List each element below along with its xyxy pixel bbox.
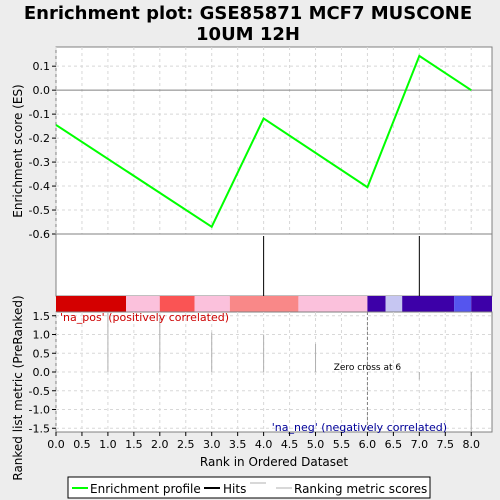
ranking-color-bar bbox=[56, 296, 492, 312]
rank-x-axis-label: Rank in Ordered Dataset bbox=[200, 455, 348, 469]
rank-x-tick-label: 0.0 bbox=[47, 438, 65, 451]
es-y-tick-label: -0.2 bbox=[29, 132, 50, 145]
es-y-axis-label: Enrichment score (ES) bbox=[11, 84, 25, 217]
color-bar-segment bbox=[471, 296, 492, 312]
metric-y-tick-label: 1.0 bbox=[33, 329, 51, 342]
rank-x-tick-label: 8.0 bbox=[462, 438, 480, 451]
metric-y-tick-label: 0.0 bbox=[33, 366, 51, 379]
es-y-tick-label: -0.4 bbox=[29, 180, 50, 193]
color-bar-segment bbox=[367, 296, 386, 312]
rank-x-tick-label: 1.0 bbox=[99, 438, 117, 451]
zero-cross-label: Zero cross at 6 bbox=[334, 363, 402, 373]
rank-x-tick-label: 4.0 bbox=[255, 438, 273, 451]
es-y-tick-label: 0.0 bbox=[33, 84, 51, 97]
enrichment-profile-line bbox=[55, 54, 472, 229]
color-bar-segment bbox=[385, 296, 403, 312]
rank-x-tick-label: 3.5 bbox=[229, 438, 247, 451]
rank-x-tick-label: 1.5 bbox=[125, 438, 143, 451]
metric-y-tick-label: -1.0 bbox=[29, 404, 50, 417]
rank-x-tick-label: 7.0 bbox=[411, 438, 429, 451]
rank-x-tick-label: 2.5 bbox=[177, 438, 195, 451]
color-bar-segment bbox=[56, 296, 127, 312]
title-line-1: Enrichment plot: GSE85871 MCF7 MUSCONE bbox=[24, 3, 472, 24]
color-bar-segment bbox=[298, 296, 368, 312]
metric-y-tick-label: -0.5 bbox=[29, 385, 50, 398]
color-bar-segment bbox=[402, 296, 455, 312]
positive-correlation-label: 'na_pos' (positively correlated) bbox=[60, 311, 229, 324]
legend-hits-label: Hits bbox=[223, 482, 246, 496]
rank-x-tick-label: 6.0 bbox=[359, 438, 377, 451]
color-bar-segment bbox=[126, 296, 160, 312]
legend-es-label: Enrichment profile bbox=[90, 482, 201, 496]
metric-y-tick-label: 0.5 bbox=[33, 347, 51, 360]
legend bbox=[67, 476, 431, 499]
es-panel bbox=[55, 46, 493, 235]
es-y-axis: 0.1 0.0 -0.1 -0.2 -0.3 -0.4 -0.5 -0.6 bbox=[29, 60, 56, 241]
rank-x-tick-label: 6.5 bbox=[385, 438, 403, 451]
hits-panel bbox=[55, 233, 493, 297]
rank-x-tick-label: 5.0 bbox=[307, 438, 325, 451]
title-line-2: 10UM 12H bbox=[196, 24, 300, 45]
rank-x-tick-label: 3.0 bbox=[203, 438, 221, 451]
rank-x-tick-label: 5.5 bbox=[333, 438, 351, 451]
color-bar-segment bbox=[454, 296, 472, 312]
rank-x-tick-label: 7.5 bbox=[437, 438, 455, 451]
rank-x-tick-label: 0.5 bbox=[73, 438, 91, 451]
es-y-tick-label: -0.6 bbox=[29, 228, 50, 241]
negative-correlation-label: 'na_neg' (negatively correlated) bbox=[272, 421, 447, 434]
color-bar-segment bbox=[159, 296, 195, 312]
hit-marks bbox=[263, 236, 420, 296]
rank-x-tick-label: 2.0 bbox=[151, 438, 169, 451]
es-y-tick-label: 0.1 bbox=[33, 60, 51, 73]
rank-x-axis: 0.0 0.5 1.0 1.5 2.0 2.5 3.0 3.5 4.0 4.5 5.0 5.5 6.0 6… bbox=[47, 432, 480, 451]
es-y-tick-label: -0.5 bbox=[29, 204, 50, 217]
legend-metric-label: Ranking metric scores bbox=[294, 482, 427, 496]
color-bar-segment bbox=[229, 296, 299, 312]
metric-y-axis-label: Ranked list metric (PreRanked) bbox=[11, 295, 25, 480]
metric-y-tick-label: -1.5 bbox=[29, 422, 50, 435]
rank-x-tick-label: 4.5 bbox=[281, 438, 299, 451]
es-y-tick-label: -0.1 bbox=[29, 108, 50, 121]
metric-y-tick-label: 1.5 bbox=[33, 310, 51, 323]
color-bar-segment bbox=[194, 296, 230, 312]
metric-bars bbox=[107, 312, 472, 432]
es-y-tick-label: -0.3 bbox=[29, 156, 50, 169]
metric-y-axis: 1.5 1.0 0.5 0.0 -0.5 -1.0 -1.5 bbox=[29, 310, 56, 435]
